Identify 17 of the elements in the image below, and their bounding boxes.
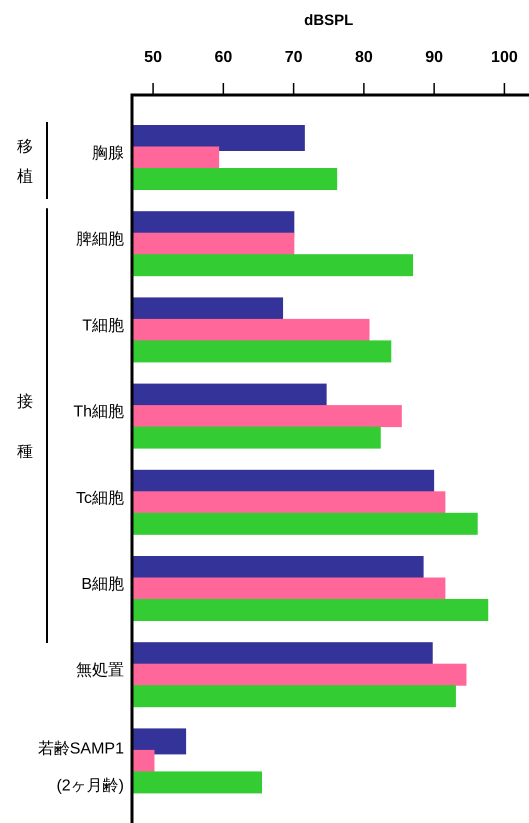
y-tick-label: Tc細胞 bbox=[76, 490, 124, 507]
x-tick-label: 100 bbox=[491, 49, 518, 66]
y-tick-label: T細胞 bbox=[82, 317, 124, 334]
x-tick-label: 50 bbox=[144, 49, 162, 66]
category-label: 若齢SAMP1 (2ヶ月齢) bbox=[38, 740, 124, 794]
y-tick-label: 無処置 bbox=[76, 662, 124, 680]
y-tick-label: 脾細胞 bbox=[76, 231, 124, 248]
x-tick-label: 90 bbox=[425, 49, 444, 66]
x-tick-label: 70 bbox=[284, 49, 303, 66]
text: 接種 bbox=[17, 394, 33, 461]
x-axis-title: dBSPL bbox=[304, 12, 354, 29]
x-tick-label: 80 bbox=[354, 49, 373, 66]
x-tick-label: 60 bbox=[214, 49, 232, 66]
y-tick-label: B細胞 bbox=[81, 576, 124, 593]
text: 移植 bbox=[17, 138, 33, 186]
y-tick-label: 胸腺 bbox=[92, 145, 124, 162]
y-tick-label: Th細胞 bbox=[73, 404, 124, 421]
